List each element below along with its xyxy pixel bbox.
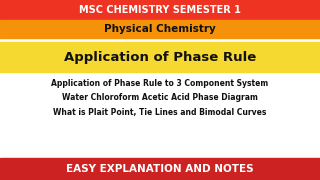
Text: Water Chloroform Acetic Acid Phase Diagram: Water Chloroform Acetic Acid Phase Diagr… [62,93,258,102]
Text: EASY EXPLANATION AND NOTES: EASY EXPLANATION AND NOTES [66,164,254,174]
Bar [0,20,320,38]
Text: Application of Phase Rule to 3 Component System: Application of Phase Rule to 3 Component… [52,80,268,89]
Text: Application of Phase Rule: Application of Phase Rule [64,51,256,64]
Text: What is Plait Point, Tie Lines and Bimodal Curves: What is Plait Point, Tie Lines and Bimod… [53,107,267,116]
Bar [0,0,320,20]
Text: MSC CHEMISTRY SEMESTER 1: MSC CHEMISTRY SEMESTER 1 [79,5,241,15]
Bar [0,42,320,72]
Bar [0,158,320,180]
Text: Physical Chemistry: Physical Chemistry [104,24,216,34]
